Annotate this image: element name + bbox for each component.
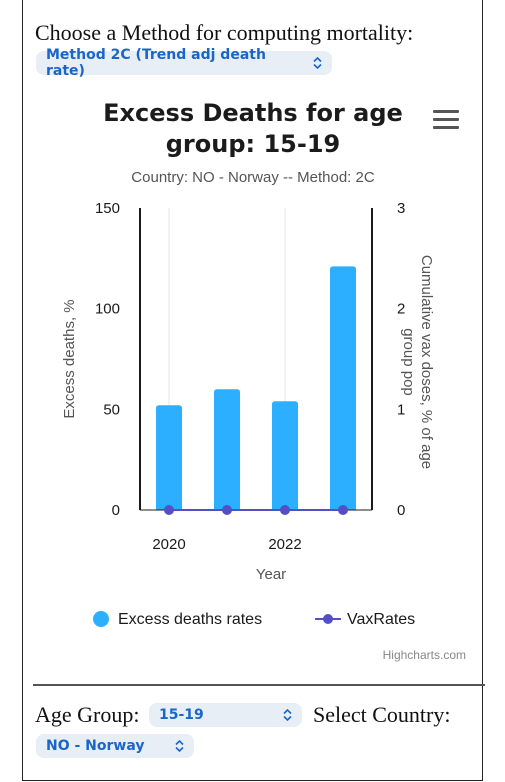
bar — [330, 266, 356, 510]
method-select-value: Method 2C (Trend adj death rate) — [46, 47, 266, 79]
page-frame: Choose a Method for computing mortality:… — [22, 0, 485, 781]
vax-point — [280, 505, 290, 515]
chevron-updown-icon — [313, 57, 322, 69]
chart-credits[interactable]: Highcharts.com — [382, 648, 466, 662]
hamburger-menu-icon[interactable] — [433, 110, 459, 130]
y-tick-label: 150 — [95, 200, 120, 217]
y-tick-label: 100 — [95, 301, 120, 318]
chevron-updown-icon — [283, 709, 292, 721]
x-tick-label: 2020 — [152, 536, 185, 553]
chart-plot: 0 50 100 150 0 1 2 3 2020 2022 Year Excess deaths, … — [61, 200, 435, 628]
legend-marker-excess — [93, 611, 109, 627]
x-tick-label: 2022 — [268, 536, 301, 553]
legend-label-vax: VaxRates — [347, 611, 415, 628]
bar — [156, 405, 182, 510]
chart-subtitle: Country: NO - Norway -- Method: 2C — [131, 169, 375, 186]
y-tick-label: 50 — [103, 401, 120, 418]
y2-tick-label: 2 — [397, 301, 405, 318]
x-axis-title: Year — [256, 566, 286, 583]
vax-point — [222, 505, 232, 515]
legend-marker-vax — [323, 614, 333, 624]
country-select[interactable]: NO - Norway — [36, 734, 194, 758]
y2-axis-title: Cumulative vax doses, % of agegroup pop — [400, 255, 435, 469]
chart-title: Excess Deaths for age group: 15-19 — [103, 99, 403, 158]
age-group-select-value: 15-19 — [159, 707, 204, 723]
age-group-select[interactable]: 15-19 — [149, 703, 302, 727]
method-prompt: Choose a Method for computing mortality: — [35, 20, 414, 45]
legend-label-excess: Excess deaths rates — [118, 611, 262, 628]
y2-tick-label: 1 — [397, 401, 405, 418]
bar — [214, 389, 240, 510]
age-group-label: Age Group: — [35, 702, 140, 727]
y-tick-label: 0 — [112, 502, 120, 519]
y2-tick-label: 0 — [397, 502, 405, 519]
method-select[interactable]: Method 2C (Trend adj death rate) — [36, 47, 332, 79]
y-axis-title: Excess deaths, % — [61, 299, 78, 418]
y2-tick-label: 3 — [397, 200, 405, 217]
chart-container: Excess Deaths for age group: 15-19 Count… — [23, 84, 484, 674]
country-label: Select Country: — [313, 702, 451, 727]
country-select-value: NO - Norway — [46, 738, 145, 754]
chevron-updown-icon — [175, 740, 184, 752]
bar — [272, 401, 298, 510]
vax-point — [164, 505, 174, 515]
vax-point — [338, 505, 348, 515]
divider — [33, 684, 485, 686]
